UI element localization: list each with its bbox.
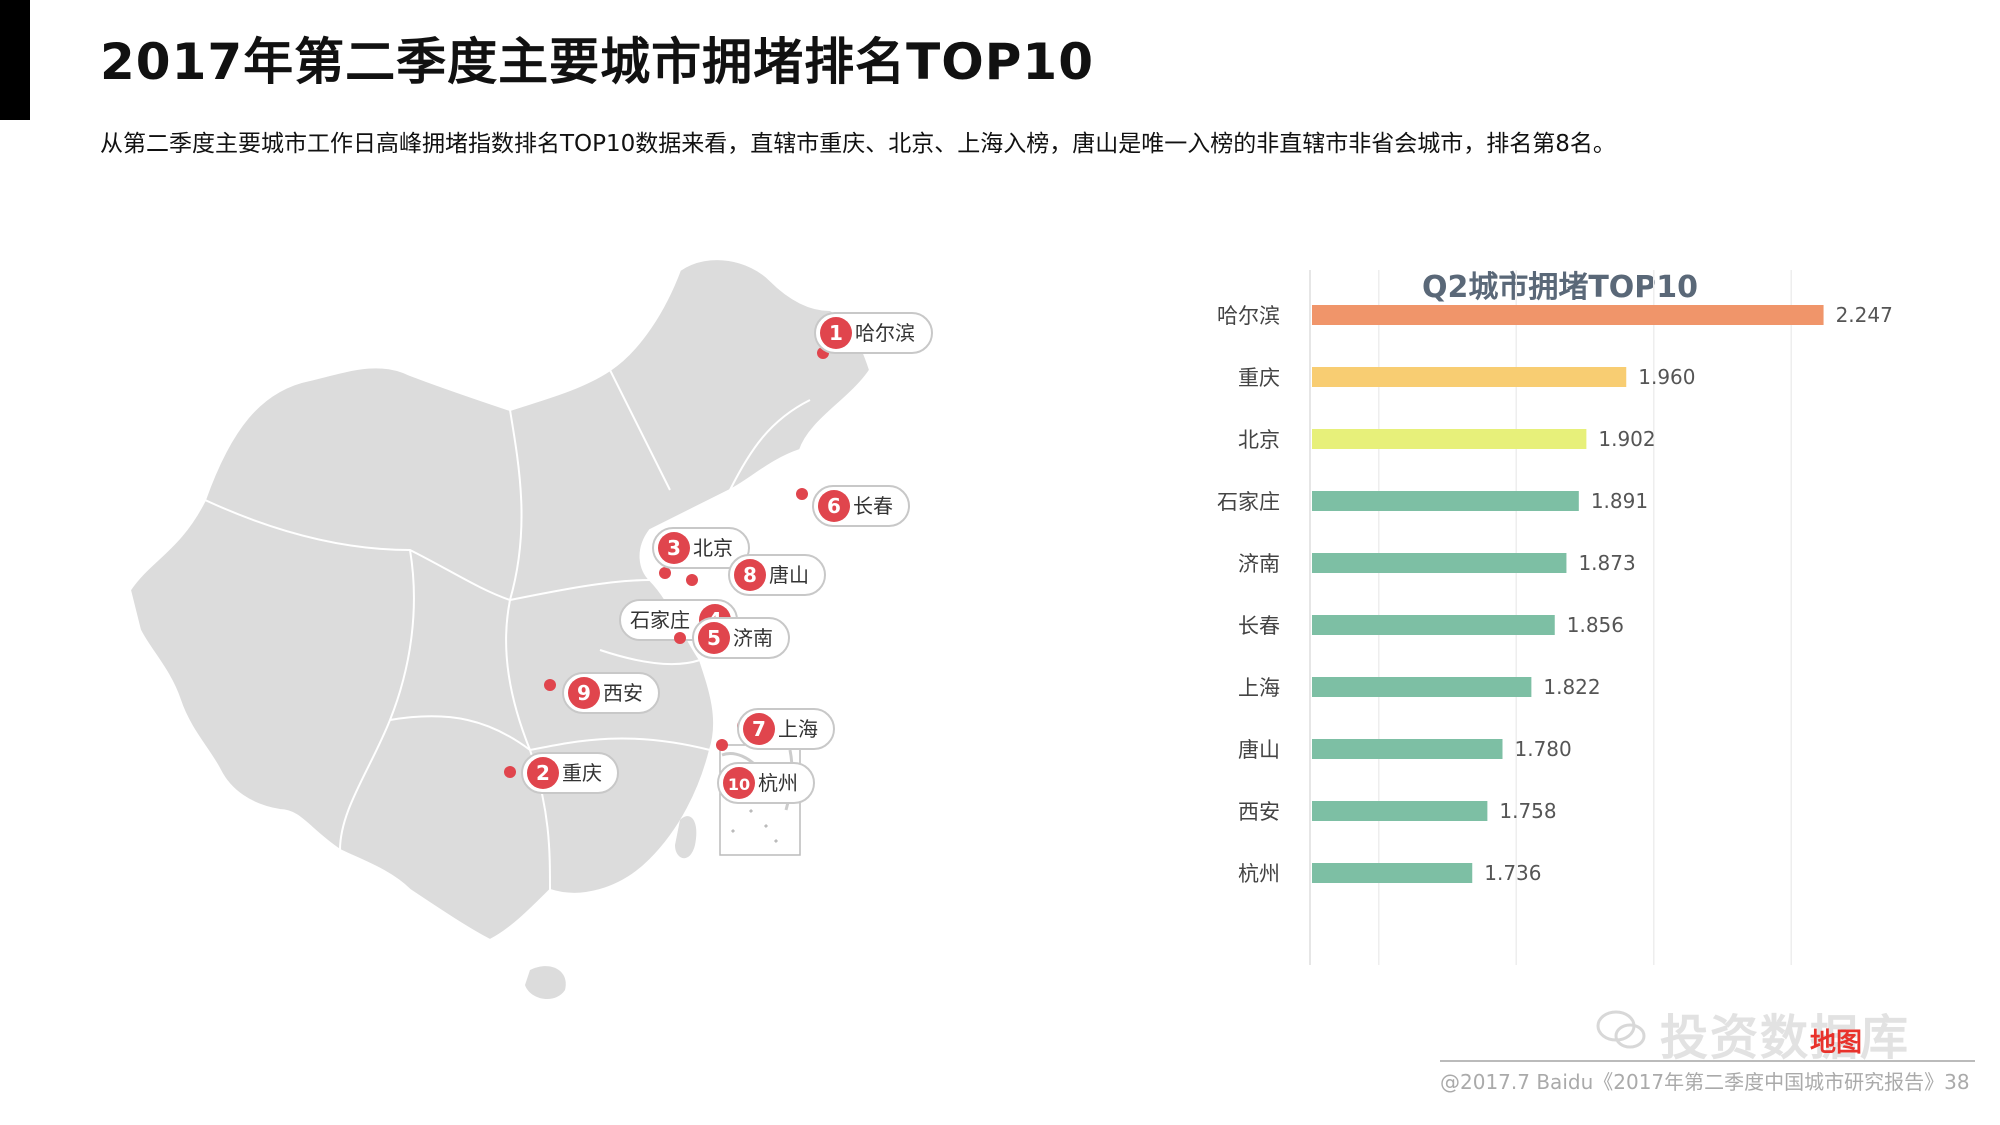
city-dot — [686, 574, 698, 586]
page-subtitle: 从第二季度主要城市工作日高峰拥堵指数排名TOP10数据来看，直辖市重庆、北京、上… — [100, 131, 1616, 157]
city-dot — [504, 766, 516, 778]
data-label: 1.873 — [1578, 551, 1635, 575]
bar — [1312, 677, 1532, 697]
rank-number: 8 — [743, 563, 757, 587]
rank-badge — [820, 317, 852, 349]
city-dot — [796, 488, 808, 500]
data-label: 1.736 — [1484, 861, 1541, 885]
data-label: 1.960 — [1638, 365, 1695, 389]
taiwan-island — [675, 816, 697, 859]
data-label: 1.856 — [1567, 613, 1624, 637]
rank-badge — [818, 490, 850, 522]
source-footer: @2017.7 Baidu《2017年第二季度中国城市研究报告》38 — [1440, 1070, 1970, 1094]
rank-number: 10 — [728, 775, 750, 794]
category-label: 上海 — [1238, 676, 1280, 700]
bar — [1312, 615, 1555, 635]
city-name: 石家庄 — [630, 608, 690, 632]
province-borders — [204, 369, 811, 891]
category-label: 哈尔滨 — [1217, 304, 1280, 328]
hainan-island — [525, 966, 566, 1000]
city-marker-6: 6 长春 — [812, 485, 910, 527]
category-label: 长春 — [1238, 614, 1280, 638]
rank-badge — [723, 767, 755, 799]
chart-bars: 哈尔滨 2.247 重庆 1.960 北京 1.902 石家庄 1.891 济南 1.873 长春 1… — [1217, 303, 1893, 886]
city-name: 北京 — [693, 536, 733, 560]
bar — [1312, 429, 1587, 449]
city-dot — [716, 739, 728, 751]
watermark-text: 投资数据库 — [1660, 1010, 1911, 1066]
rank-number: 5 — [707, 626, 721, 650]
data-label: 1.758 — [1499, 799, 1556, 823]
rank-number: 7 — [752, 717, 766, 741]
rank-number: 9 — [577, 681, 591, 705]
wechat-icon — [1596, 1010, 1646, 1049]
city-marker-3: 3 北京 — [652, 527, 750, 569]
bar — [1312, 491, 1579, 511]
province-border — [204, 499, 511, 601]
china-map: 1哈尔滨2重庆3北京4石家庄5济南6长春7上海8唐山9西安10杭州 — [128, 258, 933, 1000]
category-label: 重庆 — [1238, 366, 1280, 390]
rank-badge — [658, 532, 690, 564]
province-border — [729, 399, 811, 491]
category-label: 杭州 — [1238, 862, 1280, 886]
city-marker-7: 7 上海 — [737, 708, 835, 750]
data-label: 1.780 — [1515, 737, 1572, 761]
city-name: 唐山 — [769, 563, 809, 587]
category-label: 石家庄 — [1217, 490, 1280, 514]
category-label: 唐山 — [1238, 738, 1280, 762]
rank-badge — [734, 559, 766, 591]
province-border — [599, 649, 701, 666]
category-label: 西安 — [1238, 800, 1280, 824]
province-border — [529, 737, 711, 751]
city-name: 哈尔滨 — [855, 321, 915, 345]
city-name: 重庆 — [562, 761, 602, 785]
category-label: 北京 — [1238, 428, 1280, 452]
chart-title: Q2城市拥堵TOP10 — [1422, 270, 1698, 305]
city-name: 上海 — [778, 717, 818, 741]
bar-chart: Q2城市拥堵TOP10 哈尔滨 2.247 重庆 1.960 北京 1.902 石家庄 1.8… — [1217, 270, 1893, 965]
city-marker-1: 1 哈尔滨 — [814, 312, 933, 354]
rank-badge — [698, 622, 730, 654]
bar — [1312, 367, 1627, 387]
bar — [1312, 739, 1503, 759]
map-land — [128, 258, 872, 1000]
data-label: 1.891 — [1591, 489, 1648, 513]
city-marker-10: 10 杭州 — [717, 762, 815, 804]
city-name: 长春 — [853, 494, 893, 518]
rank-badge — [568, 677, 600, 709]
bar — [1312, 305, 1824, 325]
city-marker-9: 9 西安 — [562, 672, 660, 714]
city-marker-5: 5 济南 — [692, 617, 790, 659]
rank-number: 3 — [667, 536, 681, 560]
province-border — [389, 715, 551, 891]
bar — [1312, 801, 1488, 821]
bar — [1312, 553, 1567, 573]
city-marker-2: 2 重庆 — [521, 752, 619, 794]
city-dot — [659, 567, 671, 579]
province-border — [509, 579, 651, 601]
data-label: 1.822 — [1543, 675, 1600, 699]
rank-number: 1 — [829, 321, 843, 345]
accent-bar — [0, 0, 30, 120]
page-title: 2017年第二季度主要城市拥堵排名TOP10 — [100, 33, 1094, 91]
city-marker-8: 8 唐山 — [728, 554, 826, 596]
rank-badge — [527, 757, 559, 789]
city-dot — [674, 632, 686, 644]
footer-rule — [1440, 1060, 1975, 1062]
city-dot — [544, 679, 556, 691]
city-name: 济南 — [733, 626, 773, 650]
rank-number: 6 — [827, 494, 841, 518]
mainland-shape — [128, 258, 872, 942]
city-name: 杭州 — [758, 771, 798, 795]
city-markers: 1哈尔滨2重庆3北京4石家庄5济南6长春7上海8唐山9西安10杭州 — [504, 312, 933, 804]
data-label: 2.247 — [1836, 303, 1893, 327]
rank-number: 2 — [536, 761, 550, 785]
map-logo: 地图 — [1810, 1028, 1863, 1058]
province-border — [609, 369, 671, 491]
category-label: 济南 — [1238, 552, 1280, 576]
city-name: 西安 — [603, 681, 643, 705]
rank-badge — [743, 713, 775, 745]
bar — [1312, 863, 1473, 883]
data-label: 1.902 — [1598, 427, 1655, 451]
